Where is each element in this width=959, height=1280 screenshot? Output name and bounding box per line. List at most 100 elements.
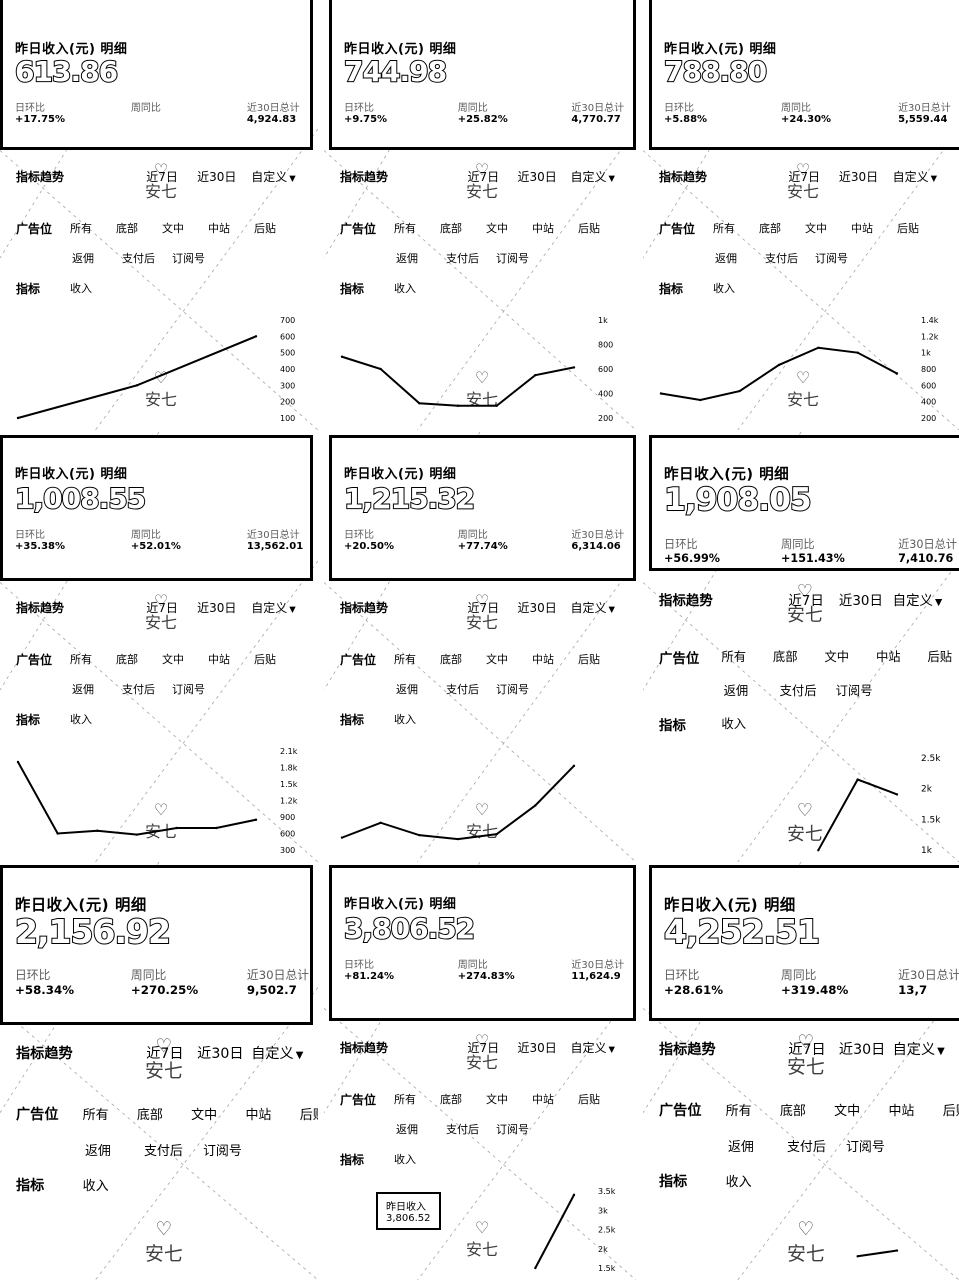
- ad-option[interactable]: 所有: [394, 222, 416, 235]
- tab-7-days[interactable]: 近7日: [788, 589, 823, 609]
- ad-option[interactable]: 支付后: [122, 252, 155, 265]
- ad-option[interactable]: 底部: [772, 650, 798, 665]
- ad-option[interactable]: 返佣: [715, 252, 737, 265]
- ad-option[interactable]: 订阅号: [172, 683, 205, 696]
- ad-option[interactable]: 返佣: [84, 1143, 111, 1159]
- ad-option[interactable]: 支付后: [786, 1139, 826, 1155]
- tab-7-days[interactable]: 近7日: [788, 1039, 825, 1059]
- metric-option[interactable]: 收入: [82, 1179, 109, 1195]
- ad-option[interactable]: 订阅号: [815, 252, 848, 265]
- ad-option[interactable]: 底部: [779, 1104, 806, 1120]
- ad-option[interactable]: 支付后: [446, 252, 479, 265]
- ad-option[interactable]: 底部: [116, 222, 138, 235]
- ad-option[interactable]: 中站: [851, 222, 873, 235]
- ad-option[interactable]: 订阅号: [496, 1123, 529, 1136]
- ad-option[interactable]: 支付后: [122, 683, 155, 696]
- ad-option[interactable]: 支付后: [765, 252, 798, 265]
- tab-7-days[interactable]: 近7日: [146, 1043, 183, 1063]
- ad-option[interactable]: 所有: [721, 650, 747, 665]
- ad-option[interactable]: 文中: [834, 1104, 861, 1120]
- ad-option[interactable]: 文中: [486, 1093, 508, 1106]
- tab-30-days[interactable]: 近30日: [839, 168, 878, 185]
- tab-custom[interactable]: 自定义 ▼: [570, 1039, 614, 1056]
- ad-option[interactable]: 文中: [824, 650, 850, 665]
- ad-option[interactable]: 底部: [440, 1093, 462, 1106]
- ad-option[interactable]: 中站: [532, 1093, 554, 1106]
- ad-option[interactable]: 后贴: [578, 1093, 600, 1106]
- ad-option[interactable]: 订阅号: [496, 683, 529, 696]
- tab-30-days[interactable]: 近30日: [197, 599, 236, 616]
- tab-custom[interactable]: 自定义 ▼: [251, 168, 295, 185]
- ad-option[interactable]: 所有: [394, 1093, 416, 1106]
- tab-30-days[interactable]: 近30日: [517, 168, 556, 185]
- ad-option[interactable]: 返佣: [396, 252, 418, 265]
- metric-option[interactable]: 收入: [70, 713, 92, 726]
- ad-option[interactable]: 订阅号: [835, 683, 873, 698]
- tab-7-days[interactable]: 近7日: [146, 168, 178, 185]
- tab-custom[interactable]: 自定义 ▼: [570, 599, 614, 616]
- tab-custom[interactable]: 自定义 ▼: [893, 1039, 945, 1059]
- ad-option[interactable]: 后贴: [942, 1104, 959, 1120]
- ad-option[interactable]: 所有: [70, 653, 92, 666]
- ad-option[interactable]: 支付后: [143, 1143, 183, 1159]
- ad-option[interactable]: 底部: [759, 222, 781, 235]
- ad-option[interactable]: 底部: [440, 222, 462, 235]
- metric-option[interactable]: 收入: [394, 282, 416, 295]
- tab-30-days[interactable]: 近30日: [197, 168, 236, 185]
- ad-option[interactable]: 支付后: [446, 1123, 479, 1136]
- ad-option[interactable]: 后贴: [254, 222, 276, 235]
- tab-30-days[interactable]: 近30日: [197, 1043, 243, 1063]
- ad-option[interactable]: 文中: [486, 653, 508, 666]
- tab-custom[interactable]: 自定义 ▼: [251, 1043, 303, 1063]
- ad-option[interactable]: 后贴: [897, 222, 919, 235]
- metric-option[interactable]: 收入: [721, 717, 747, 732]
- ad-option[interactable]: 订阅号: [202, 1143, 242, 1159]
- ad-option[interactable]: 底部: [116, 653, 138, 666]
- ad-option[interactable]: 文中: [805, 222, 827, 235]
- ad-option[interactable]: 订阅号: [845, 1139, 885, 1155]
- tab-custom[interactable]: 自定义 ▼: [570, 168, 614, 185]
- ad-option[interactable]: 所有: [70, 222, 92, 235]
- tab-30-days[interactable]: 近30日: [839, 1039, 885, 1059]
- ad-option[interactable]: 支付后: [446, 683, 479, 696]
- metric-option[interactable]: 收入: [713, 282, 735, 295]
- tab-custom[interactable]: 自定义 ▼: [251, 599, 295, 616]
- ad-option[interactable]: 支付后: [779, 683, 817, 698]
- ad-option[interactable]: 文中: [486, 222, 508, 235]
- ad-option[interactable]: 返佣: [723, 683, 749, 698]
- ad-option[interactable]: 后贴: [578, 653, 600, 666]
- metric-option[interactable]: 收入: [394, 713, 416, 726]
- ad-option[interactable]: 中站: [532, 653, 554, 666]
- tab-30-days[interactable]: 近30日: [517, 599, 556, 616]
- tab-30-days[interactable]: 近30日: [839, 589, 883, 609]
- tab-30-days[interactable]: 近30日: [517, 1039, 556, 1056]
- ad-option[interactable]: 后贴: [299, 1108, 318, 1124]
- ad-option[interactable]: 中站: [208, 653, 230, 666]
- ad-option[interactable]: 返佣: [72, 683, 94, 696]
- metric-option[interactable]: 收入: [70, 282, 92, 295]
- ad-option[interactable]: 中站: [245, 1108, 272, 1124]
- metric-option[interactable]: 收入: [725, 1175, 752, 1191]
- ad-option[interactable]: 所有: [725, 1104, 752, 1120]
- ad-option[interactable]: 文中: [191, 1108, 218, 1124]
- ad-option[interactable]: 所有: [82, 1108, 109, 1124]
- ad-option[interactable]: 后贴: [578, 222, 600, 235]
- ad-option[interactable]: 返佣: [72, 252, 94, 265]
- ad-option[interactable]: 中站: [875, 650, 901, 665]
- ad-option[interactable]: 后贴: [254, 653, 276, 666]
- ad-option[interactable]: 中站: [888, 1104, 915, 1120]
- ad-option[interactable]: 文中: [162, 222, 184, 235]
- ad-option[interactable]: 底部: [136, 1108, 163, 1124]
- tab-7-days[interactable]: 近7日: [468, 1039, 500, 1056]
- ad-option[interactable]: 后贴: [927, 650, 953, 665]
- ad-option[interactable]: 中站: [532, 222, 554, 235]
- ad-option[interactable]: 返佣: [396, 1123, 418, 1136]
- ad-option[interactable]: 所有: [713, 222, 735, 235]
- tab-custom[interactable]: 自定义 ▼: [893, 168, 937, 185]
- ad-option[interactable]: 返佣: [727, 1139, 754, 1155]
- ad-option[interactable]: 中站: [208, 222, 230, 235]
- ad-option[interactable]: 返佣: [396, 683, 418, 696]
- ad-option[interactable]: 订阅号: [496, 252, 529, 265]
- ad-option[interactable]: 订阅号: [172, 252, 205, 265]
- ad-option[interactable]: 底部: [440, 653, 462, 666]
